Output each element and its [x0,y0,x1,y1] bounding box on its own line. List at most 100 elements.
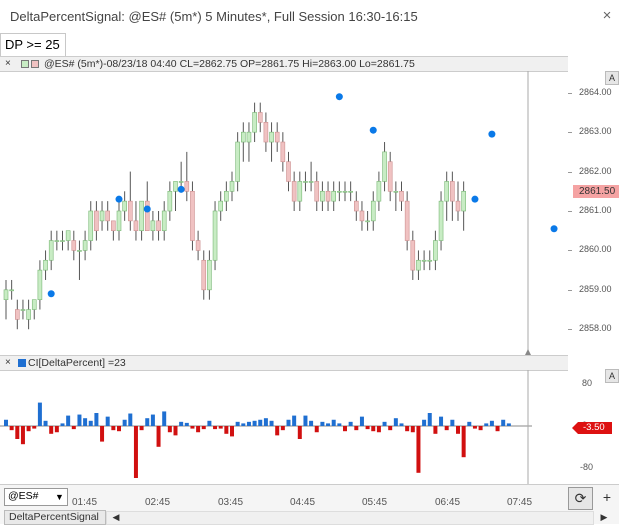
candle-body [314,181,320,202]
signal-dot [115,195,123,203]
ci-bar [501,419,506,426]
current-ci-marker-shape [572,421,612,434]
time-tick-label: 01:45 [72,497,98,508]
scroll-right-icon[interactable]: ▶ [600,512,608,522]
ci-axis[interactable]: A 800-80 -3.50 [568,369,619,484]
ci-bar [331,419,336,426]
price-chart[interactable] [0,71,568,355]
cursor-marker-icon [525,349,531,355]
add-pane-button[interactable]: + [602,489,612,505]
ci-axis-autoscale-icon[interactable]: A [605,369,619,383]
ci-tick-label: 80 [582,378,593,389]
candle-body [246,131,252,143]
current-ci-marker: -3.50 [572,421,612,434]
ci-bar [235,421,240,426]
candle-body [139,200,144,232]
ci-bar [15,426,20,439]
candle-body [167,190,173,212]
ci-bar [461,426,466,458]
refresh-button[interactable]: ⟳ [568,487,593,510]
candle-body [116,210,122,232]
candle-body [325,190,331,202]
candle-body [252,112,257,133]
candle-body [308,181,314,183]
ci-bar [489,420,494,426]
candle-body [297,181,303,202]
current-ci-label: -3.50 [583,421,605,433]
signal-dot [369,126,377,134]
ci-pane-close-icon[interactable]: × [5,357,11,368]
ci-bar [88,420,93,426]
ci-bar [472,426,477,429]
candle-body [365,220,370,223]
candle-body [376,181,382,202]
ci-pane-header: × CI[DeltaPercent] =23 [0,355,568,371]
ci-bar [156,426,161,447]
ci-bar [32,426,37,429]
candle-body [156,220,161,232]
ci-bar [467,421,472,426]
candle-body [263,122,269,143]
tab-label: DeltaPercentSignal [9,511,99,523]
candle-body [455,200,461,212]
ci-bar [167,426,172,433]
candle-body [37,269,43,300]
ci-bar [433,426,438,434]
ci-bar [145,418,150,426]
ci-bar [105,416,110,426]
candle-body [43,259,48,271]
scroll-left-icon[interactable]: ◀ [112,512,120,522]
current-price-marker: 2861.50 [573,185,619,199]
ci-bar [150,414,155,426]
ci-bar [213,426,218,430]
ci-bar [484,423,489,426]
candle-body [195,240,201,251]
candle-body [212,210,218,261]
ci-bar [478,426,483,431]
ci-bar [337,423,342,426]
ci-bar [297,426,302,439]
candle-body [427,259,433,262]
candle-body [77,250,82,252]
price-tick-mark [568,132,572,134]
candle-body [20,309,26,311]
candle-body [218,200,223,212]
window-close-icon[interactable]: × [602,7,612,24]
candle-body [444,181,450,202]
candle-body [387,161,393,192]
ci-bar [184,422,189,426]
current-price-label: 2861.50 [579,186,616,198]
candle-body [3,289,9,300]
candle-body [71,240,77,251]
price-pane-close-icon[interactable]: × [5,58,11,69]
ci-bar [94,413,99,426]
signal-dot [143,205,151,213]
candle-body [48,240,54,261]
time-tick-label: 02:45 [145,497,171,508]
ci-bar [422,419,427,426]
ci-bar [201,426,206,430]
candle-body [320,190,325,202]
candle-body [382,151,387,182]
candle-body [105,210,110,222]
ci-bar [343,426,347,432]
candle-body [224,190,229,202]
ci-bar [190,426,195,429]
candle-body [399,190,404,202]
ci-histogram[interactable] [0,370,568,484]
price-axis[interactable]: A 2864.00 2863.00 2862.00 2861.00 2860.00 285… [568,70,619,355]
ci-bar [71,426,76,430]
ci-bar [439,416,444,426]
candle-body [438,200,444,241]
ci-bar [230,426,234,437]
candle-body [303,181,308,183]
price-axis-autoscale-icon[interactable]: A [605,71,619,85]
down-bar-legend-icon [31,60,39,68]
ci-bar [399,423,404,426]
candle-body [26,309,31,320]
symbol-dropdown[interactable]: @ES# ▼ [4,488,68,506]
price-tick-mark [568,250,572,252]
ci-legend-icon [18,359,26,367]
chevron-down-icon[interactable]: ▼ [55,492,64,502]
ci-bar [224,426,229,434]
